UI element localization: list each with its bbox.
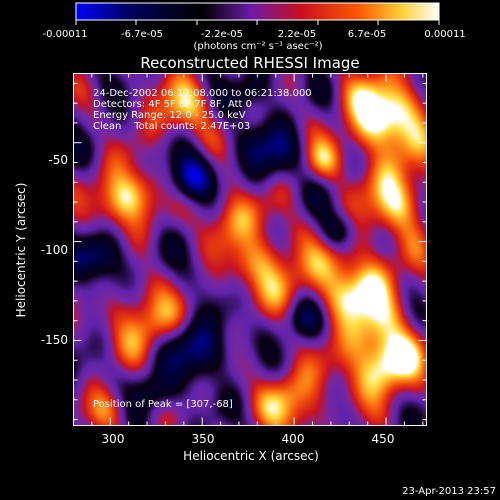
colorbar-tick-label: 6.7e-05 [348, 29, 386, 40]
y-tick-label: -150 [41, 333, 68, 347]
peak-position-label: Position of Peak = [307,-68] [93, 399, 233, 410]
timestamp: 23-Apr-2013 23:57 [402, 486, 496, 497]
plot-title: Reconstructed RHESSI Image [140, 54, 359, 72]
colorbar-min-label: -0.00011 [43, 29, 88, 40]
rhessi-image [73, 73, 427, 426]
colorbar-tick-label: 2.2e-05 [278, 29, 316, 40]
y-axis-label: Heliocentric Y (arcsec) [14, 183, 28, 318]
colorbar-ticks [75, 20, 440, 25]
plot-frame [73, 73, 427, 426]
info-total-counts: Clean Total counts: 2.47E+03 [93, 121, 250, 132]
colorbar [75, 2, 440, 21]
axis-ticks [73, 73, 427, 426]
colorbar-tick-label: -2.2e-05 [201, 29, 243, 40]
x-tick-label: 300 [102, 432, 125, 446]
x-tick-label: 400 [282, 432, 305, 446]
x-axis-label: Heliocentric X (arcsec) [183, 449, 319, 463]
colorbar-unit-label: (photons cm⁻² s⁻¹ asec⁻²) [193, 41, 322, 52]
info-energy-range: Energy Range: 12.0 - 25.0 keV [93, 110, 246, 121]
x-tick-label: 450 [372, 432, 395, 446]
x-tick-label: 350 [192, 432, 215, 446]
colorbar-max-label: 0.00011 [424, 29, 465, 40]
y-tick-label: -50 [48, 153, 68, 167]
info-detectors: Detectors: 4F 5F 6F 7F 8F, Att 0 [93, 99, 252, 110]
info-time-range: 24-Dec-2002 06:17:08.000 to 06:21:38.000 [93, 88, 312, 99]
colorbar-tick-label: -6.7e-05 [121, 29, 163, 40]
y-tick-label: -100 [41, 243, 68, 257]
